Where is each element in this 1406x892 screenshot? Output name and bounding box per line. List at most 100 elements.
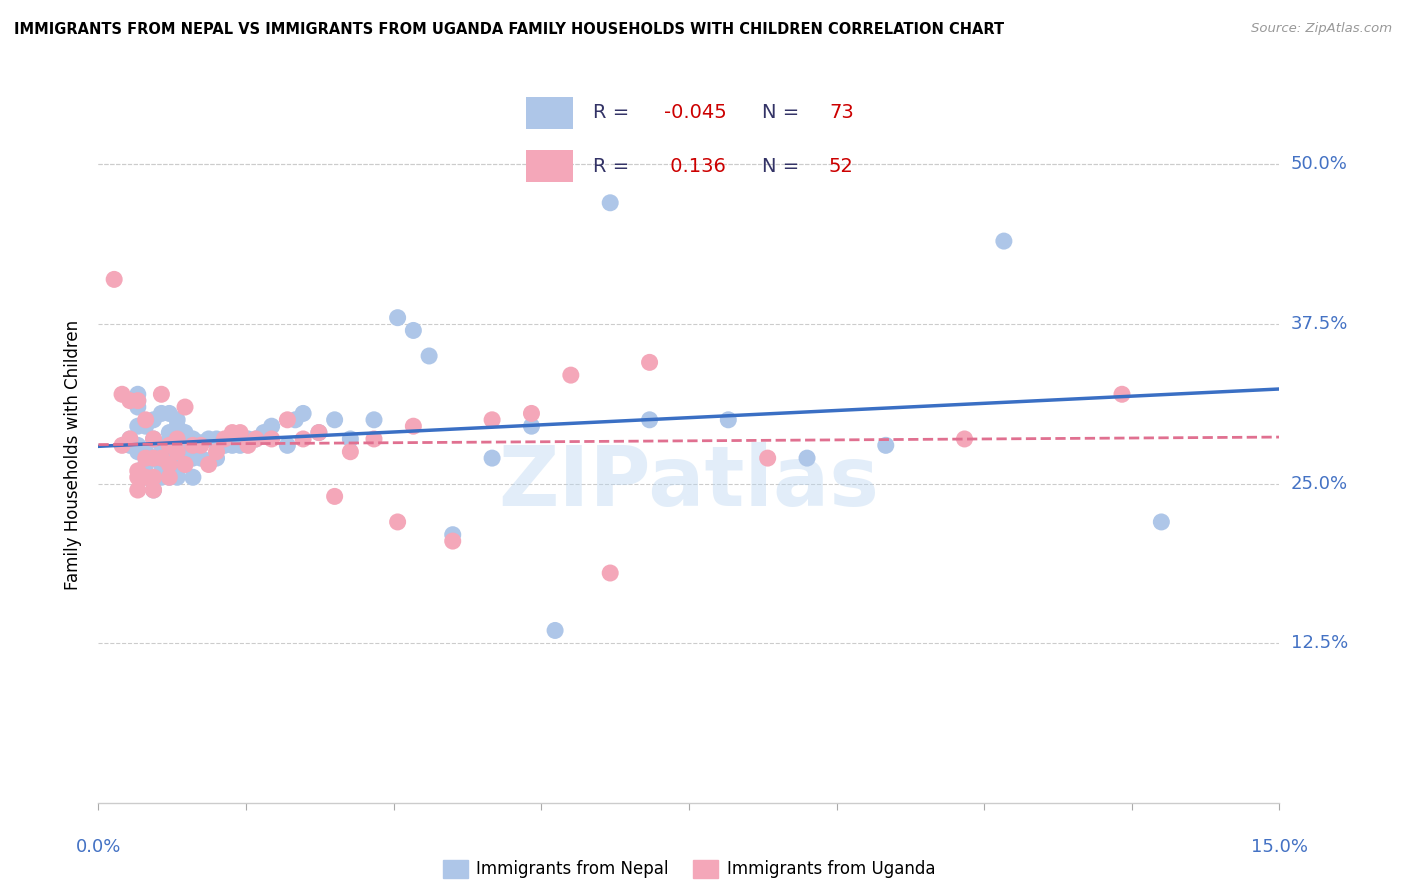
Point [339,432,361,446]
Point [174,458,197,472]
Point [142,451,165,466]
Point [197,432,219,446]
Point [214,438,236,452]
Point [157,444,180,458]
Point [756,451,779,466]
Point [127,393,149,408]
Point [150,438,173,452]
Text: ZIPatlas: ZIPatlas [499,442,879,524]
Point [181,470,204,484]
Point [174,453,197,467]
Point [323,413,346,427]
Text: 0.0%: 0.0% [76,838,121,855]
Point [276,438,298,452]
Point [560,368,582,383]
Y-axis label: Family Households with Children: Family Households with Children [65,320,83,590]
FancyBboxPatch shape [526,150,574,182]
Point [441,534,464,549]
Text: Source: ZipAtlas.com: Source: ZipAtlas.com [1251,22,1392,36]
Point [292,406,315,420]
Point [599,566,621,580]
Text: IMMIGRANTS FROM NEPAL VS IMMIGRANTS FROM UGANDA FAMILY HOUSEHOLDS WITH CHILDREN : IMMIGRANTS FROM NEPAL VS IMMIGRANTS FROM… [14,22,1004,37]
Point [214,432,236,446]
Point [481,413,503,427]
Point [221,438,243,452]
Point [221,425,243,440]
Point [157,470,180,484]
Point [142,470,165,484]
Text: N =: N = [762,157,806,176]
Point [142,483,165,497]
Point [103,272,125,286]
Point [197,458,219,472]
Point [111,387,134,401]
Text: 52: 52 [830,157,853,176]
Point [205,432,228,446]
Point [142,483,165,497]
Point [245,432,267,446]
Point [953,432,976,446]
Point [236,432,259,446]
Point [127,387,149,401]
Point [387,515,409,529]
Point [127,464,149,478]
Point [157,458,180,472]
Point [308,425,330,440]
Point [135,444,157,458]
Text: 50.0%: 50.0% [1291,155,1347,173]
Point [190,438,212,452]
Point [135,470,157,484]
Point [157,458,180,472]
Point [181,438,204,452]
Point [135,413,157,427]
Point [127,483,149,497]
Text: 37.5%: 37.5% [1291,315,1348,333]
Point [363,413,385,427]
Point [190,451,212,466]
Point [127,400,149,414]
Point [118,393,141,408]
Point [174,400,197,414]
Point [1150,515,1173,529]
Point [111,438,134,452]
Point [118,438,141,452]
Point [127,444,149,458]
Point [157,438,180,452]
Point [197,453,219,467]
Legend: Immigrants from Nepal, Immigrants from Uganda: Immigrants from Nepal, Immigrants from U… [436,853,942,885]
Text: 15.0%: 15.0% [1251,838,1308,855]
Point [402,323,425,337]
Point [142,470,165,484]
Text: 25.0%: 25.0% [1291,475,1348,492]
FancyBboxPatch shape [526,96,574,129]
Point [135,470,157,484]
Point [157,425,180,440]
Point [260,432,283,446]
Point [118,432,141,446]
Point [181,432,204,446]
Point [127,470,149,484]
Point [150,451,173,466]
Point [150,406,173,420]
Point [166,432,188,446]
Point [236,438,259,452]
Point [993,234,1015,248]
Point [276,413,298,427]
Point [229,438,252,452]
Point [387,310,409,325]
Point [717,413,740,427]
Point [253,425,276,440]
Text: -0.045: -0.045 [664,103,727,122]
Point [402,419,425,434]
Point [150,458,173,472]
Point [142,432,165,446]
Point [284,413,307,427]
Point [142,451,165,466]
Point [127,393,149,408]
Point [135,458,157,472]
Point [166,413,188,427]
Point [142,413,165,427]
Point [638,355,661,369]
Point [796,451,818,466]
Point [292,432,315,446]
